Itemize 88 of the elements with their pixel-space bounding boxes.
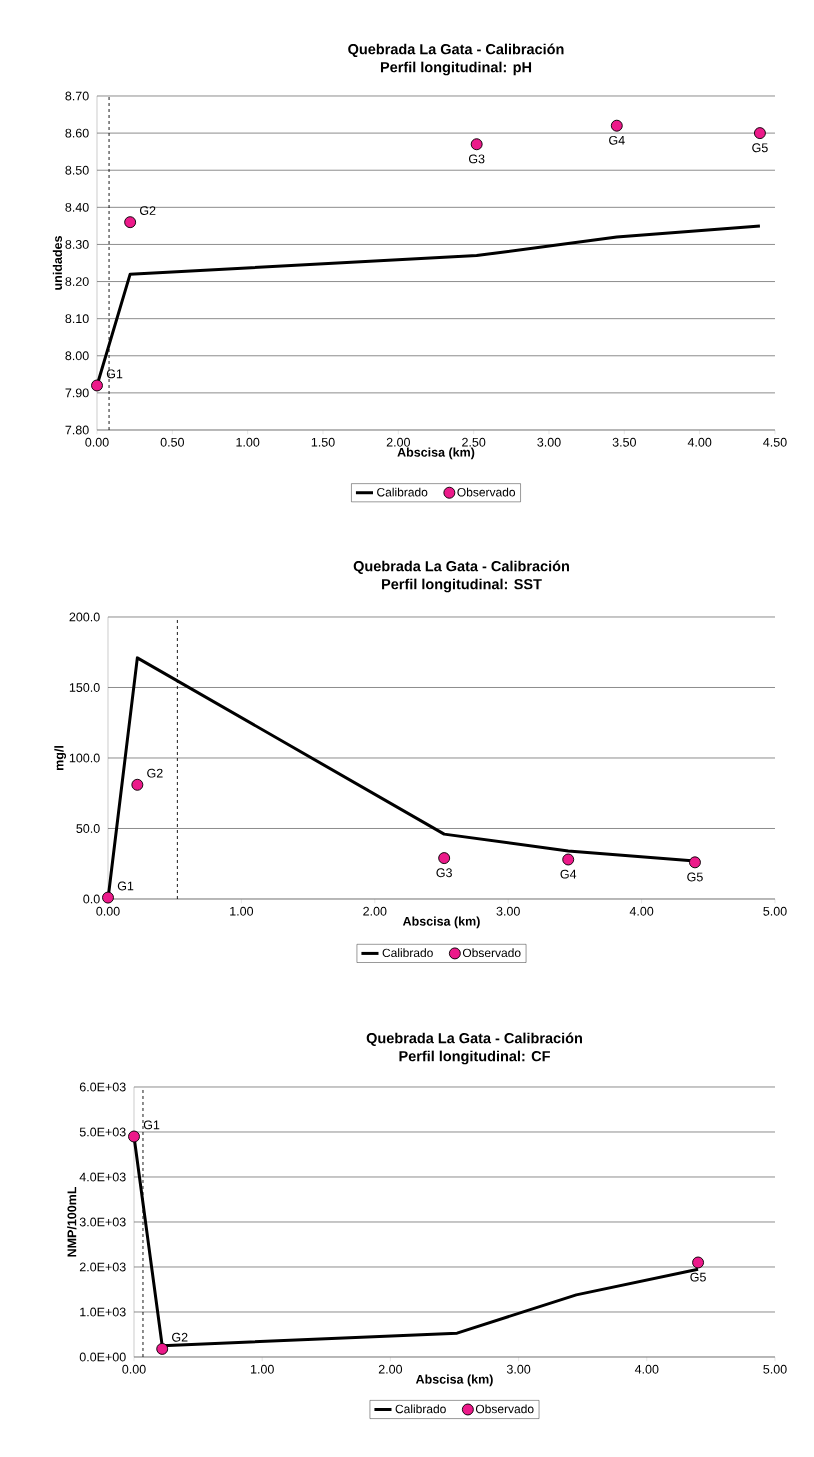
point	[438, 852, 451, 865]
x-tick-label: 5.00	[763, 1364, 787, 1374]
y-tick-label: 7.80	[65, 425, 89, 435]
legend-label: Calibrado	[382, 948, 433, 958]
x-axis-title: Abscisa (km)	[415, 1374, 493, 1387]
y-tick-label: 7.90	[65, 388, 89, 398]
y-tick-label: 4.0E+03	[79, 1172, 126, 1182]
annotation: G1	[117, 881, 134, 891]
chart-title: Quebrada La Gata - Calibración	[366, 1032, 582, 1047]
x-tick-label: 0.00	[122, 1364, 146, 1374]
point	[753, 127, 766, 140]
x-tick-label: 2.50	[462, 437, 486, 447]
chart-subtitle: Perfil longitudinal: pH	[380, 61, 532, 76]
annotation: G5	[752, 143, 768, 153]
legend-label: Calibrado	[395, 1404, 446, 1414]
y-tick-label: 6.0E+03	[79, 1082, 126, 1092]
y-tick-label: 8.50	[65, 165, 89, 175]
annotation: G5	[687, 872, 703, 882]
x-tick-label: 0.00	[96, 906, 120, 916]
legend-label: Calibrado	[377, 487, 428, 497]
annotation: G2	[172, 1332, 188, 1342]
x-tick-label: 2.00	[363, 906, 387, 916]
y-tick-label: 100.0	[69, 753, 100, 763]
x-tick-label: 2.00	[378, 1364, 403, 1374]
y-tick-label: 1.0E+03	[80, 1307, 126, 1317]
point	[156, 1342, 169, 1355]
annotation: G4	[560, 869, 577, 879]
annotation: G3	[436, 868, 452, 878]
y-tick-label: 8.40	[65, 202, 89, 212]
point	[131, 778, 144, 791]
x-tick-label: 1.00	[236, 437, 260, 447]
point	[124, 216, 137, 229]
y-tick-label: 3.0E+03	[79, 1217, 126, 1227]
y-tick-label: 2.0E+03	[79, 1262, 126, 1272]
chart-subtitle: Perfil longitudinal: SST	[382, 578, 542, 593]
point	[102, 891, 114, 904]
annotation: G1	[143, 1120, 160, 1130]
x-tick-label: 3.00	[506, 1364, 531, 1374]
x-tick-label: 4.00	[634, 1364, 659, 1374]
point	[562, 853, 575, 866]
y-tick-label: 50.0	[76, 824, 100, 833]
y-axis-title: unidades	[52, 236, 63, 290]
point	[689, 856, 701, 869]
annotation: G2	[139, 206, 156, 215]
legend-label: Observado	[457, 487, 516, 497]
point	[692, 1256, 705, 1269]
point	[610, 119, 623, 132]
x-tick-label: 4.50	[763, 437, 787, 447]
annotation: G3	[468, 154, 485, 164]
y-tick-label: 0.0E+00	[79, 1352, 126, 1362]
x-tick-label: 0.00	[85, 437, 109, 447]
y-tick-label: 5.0E+03	[79, 1127, 126, 1137]
y-tick-label: 8.70	[65, 91, 89, 101]
x-tick-label: 4.00	[687, 437, 712, 447]
x-tick-label: 3.00	[496, 906, 520, 916]
x-tick-label: 1.50	[311, 437, 335, 447]
annotation: G4	[609, 135, 625, 145]
point	[128, 1130, 140, 1143]
x-tick-label: 3.00	[537, 437, 561, 447]
x-tick-label: 0.50	[160, 437, 184, 447]
chart-subtitle: Perfil longitudinal: CF	[399, 1050, 550, 1065]
x-tick-label: 2.00	[386, 437, 410, 447]
y-tick-label: 0.0	[83, 894, 100, 904]
y-tick-label: 8.00	[65, 351, 89, 361]
annotation: G5	[690, 1272, 706, 1282]
y-tick-label: 8.30	[65, 240, 89, 249]
x-tick-label: 1.00	[250, 1364, 274, 1374]
y-axis-title: NMP/100mL	[67, 1186, 77, 1257]
annotation: G1	[106, 369, 123, 379]
x-tick-label: 3.50	[612, 437, 636, 447]
y-tick-label: 200.0	[69, 612, 100, 622]
chart-title: Quebrada La Gata - Calibración	[353, 560, 569, 575]
y-axis-title: mg/l	[54, 746, 67, 771]
x-axis-title: Abscisa (km)	[402, 916, 480, 929]
y-tick-label: 8.10	[65, 314, 89, 324]
y-tick-label: 8.60	[65, 128, 89, 138]
legend-label: Observado	[462, 948, 521, 958]
x-tick-label: 4.00	[629, 906, 654, 916]
chart-title: Quebrada La Gata - Calibración	[348, 43, 564, 58]
y-tick-label: 150.0	[69, 683, 100, 692]
x-tick-label: 5.00	[763, 906, 787, 916]
annotation: G2	[147, 768, 163, 778]
y-tick-label: 8.20	[65, 277, 89, 286]
x-axis-title: Abscisa (km)	[397, 447, 475, 460]
legend-label: Observado	[475, 1404, 534, 1414]
point	[470, 138, 483, 151]
x-tick-label: 1.00	[230, 906, 254, 916]
point	[91, 379, 103, 392]
